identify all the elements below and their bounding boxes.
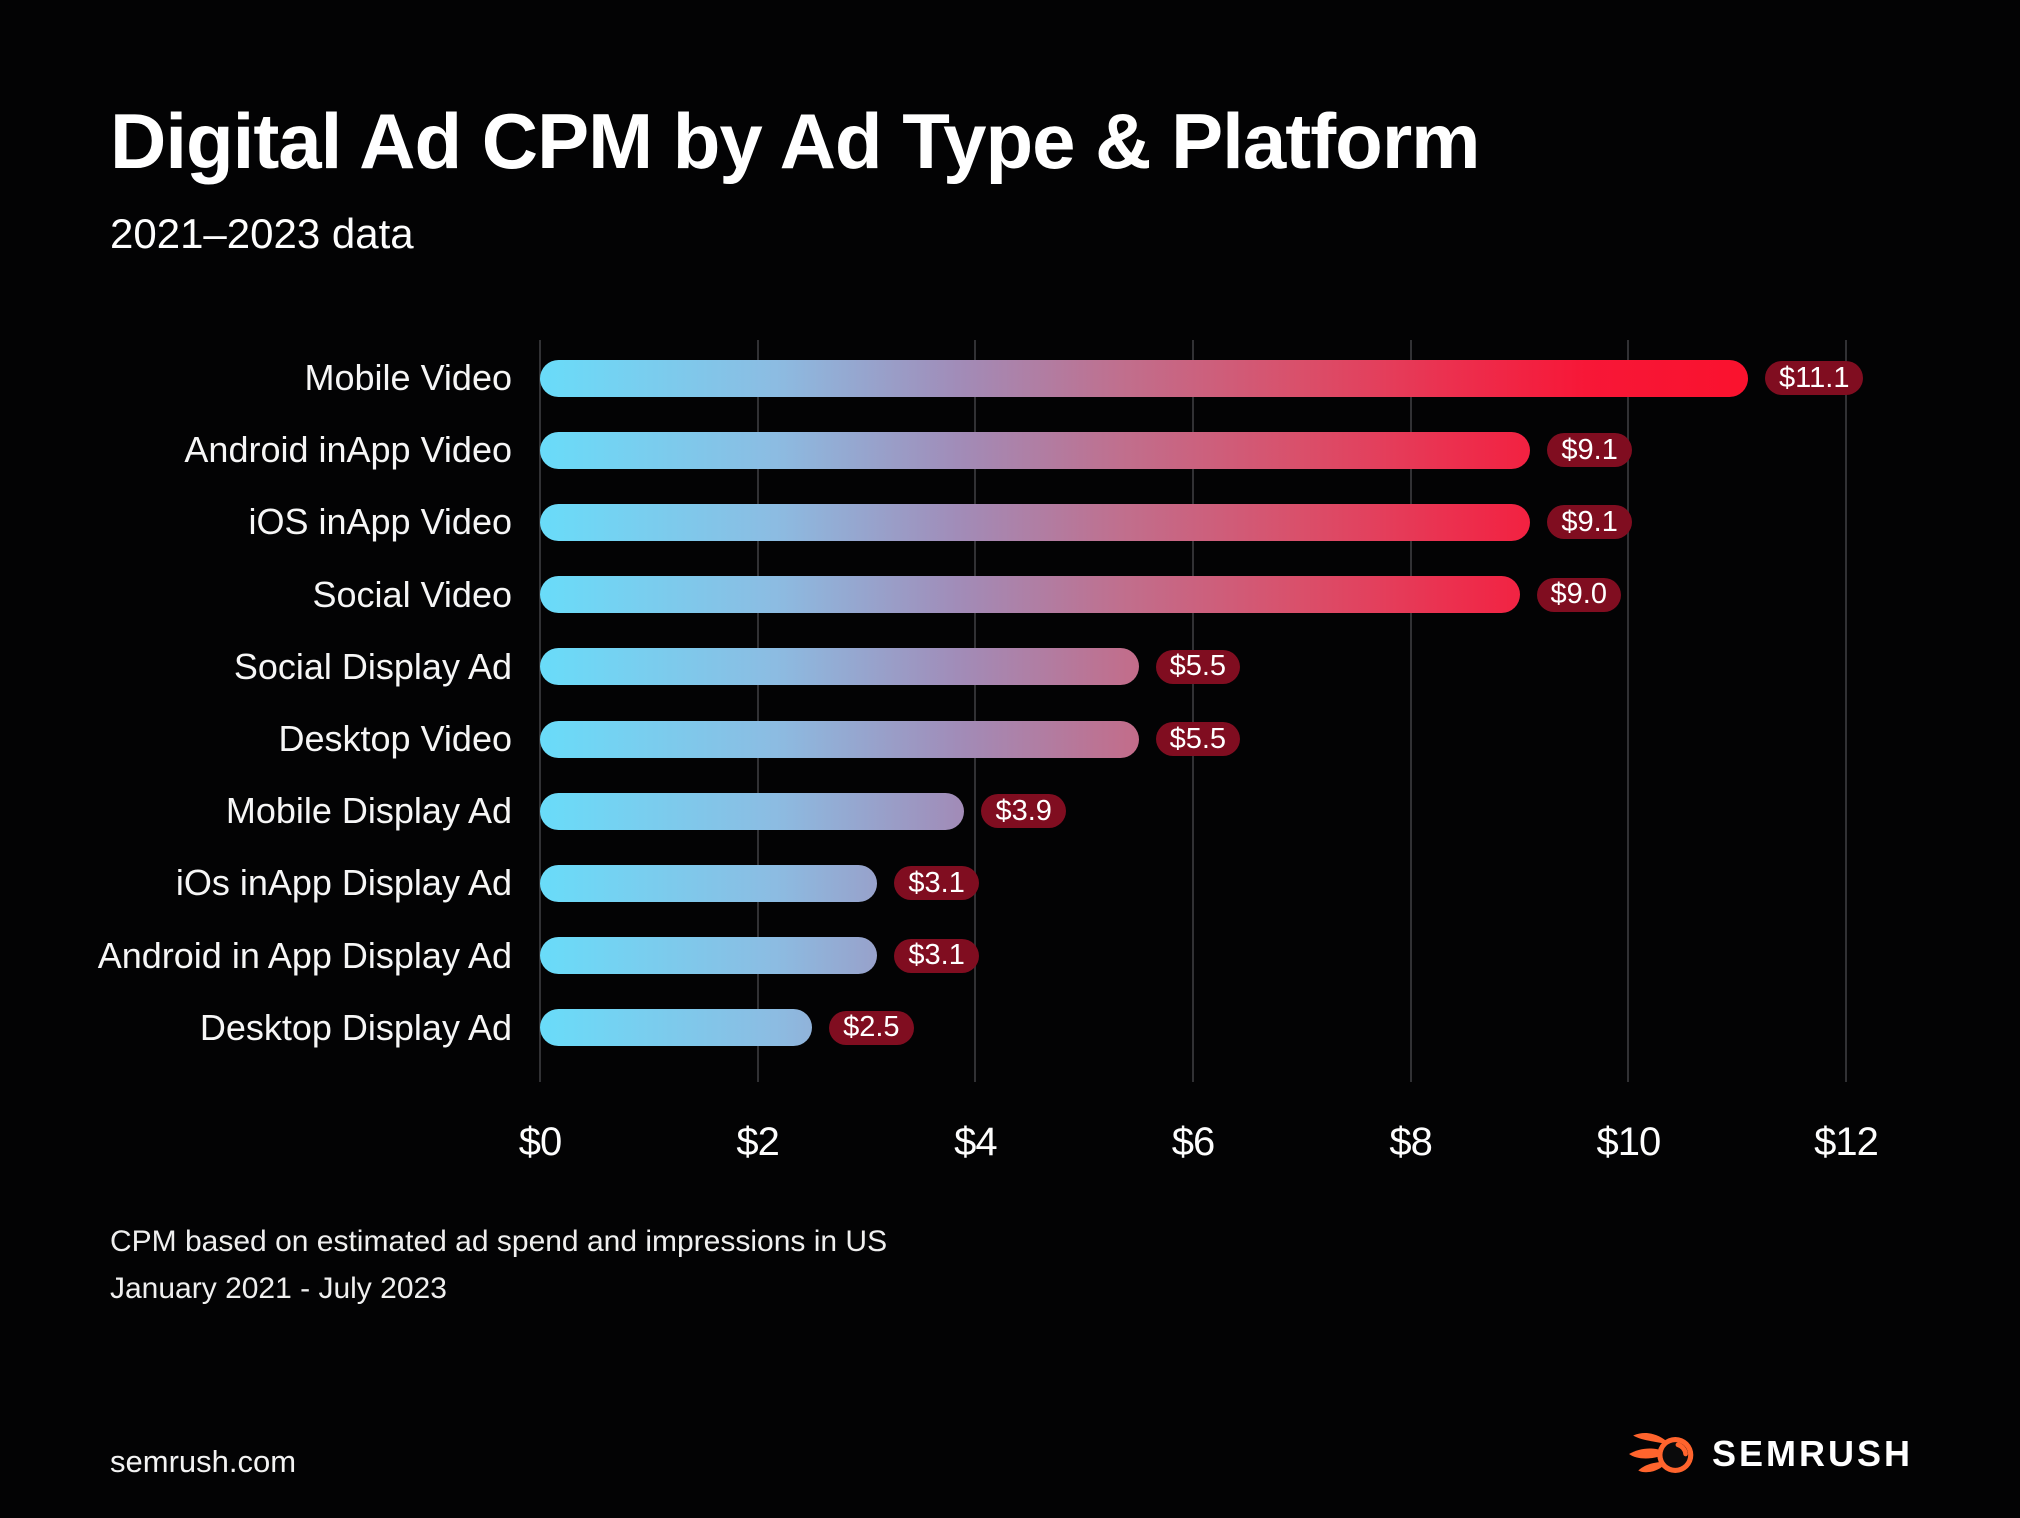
bar-row: $5.5 [540, 648, 1846, 686]
gridline [974, 340, 977, 1082]
footnotes: CPM based on estimated ad spend and impr… [110, 1218, 887, 1312]
bar-row: $9.1 [540, 503, 1846, 541]
bar [540, 720, 1139, 758]
category-label: Android inApp Video [184, 429, 512, 471]
bar-row: $9.1 [540, 431, 1846, 469]
x-axis: $0 $2 $4 $6 $8 $10 $12 [519, 1120, 1879, 1170]
bar-row: $5.5 [540, 720, 1846, 758]
bar [540, 937, 878, 975]
value-badge: $2.5 [829, 1010, 914, 1045]
category-label: Social Video [312, 573, 512, 615]
x-tick-label: $0 [518, 1120, 562, 1164]
brand-wordmark: SEMRUSH [1712, 1433, 1914, 1474]
category-label: Social Display Ad [233, 645, 512, 687]
bar-row: $2.5 [540, 1009, 1846, 1047]
category-label: Desktop Display Ad [199, 1006, 512, 1048]
bar [540, 792, 965, 830]
bar [540, 864, 878, 902]
bar [540, 648, 1139, 686]
page-title: Digital Ad CPM by Ad Type & Platform [110, 97, 1481, 185]
value-badge: $5.5 [1155, 649, 1241, 684]
bar [540, 576, 1520, 614]
value-badge: $9.0 [1536, 577, 1621, 612]
footnote-line-1: CPM based on estimated ad spend and impr… [110, 1225, 888, 1258]
category-label: Mobile Display Ad [225, 790, 512, 832]
gridline [1845, 340, 1847, 1082]
bar-row: $11.1 [540, 359, 1864, 397]
value-badge: $3.1 [894, 866, 979, 901]
gridline [756, 340, 759, 1082]
category-label: Desktop Video [278, 718, 513, 759]
bar-row: $3.9 [540, 792, 1846, 830]
value-badge: $9.1 [1547, 505, 1632, 540]
footnote-line-2: January 2021 - July 2023 [110, 1272, 447, 1305]
x-tick-label: $2 [736, 1120, 779, 1164]
value-badge: $11.1 [1765, 361, 1864, 395]
value-badge: $5.5 [1155, 722, 1241, 756]
value-badge: $3.9 [981, 794, 1066, 829]
category-label: iOs inApp Display Ad [175, 862, 512, 904]
x-tick-label: $12 [1814, 1120, 1879, 1164]
category-label: iOS inApp Video [248, 501, 512, 543]
bar-row: $3.1 [540, 937, 1846, 975]
gridline [539, 340, 541, 1082]
bar [540, 359, 1749, 397]
gridline [1627, 340, 1630, 1082]
semrush-flame-icon [1628, 1428, 1700, 1480]
value-badge: $3.1 [894, 938, 979, 973]
x-tick-label: $8 [1389, 1120, 1432, 1164]
bar [540, 1009, 813, 1047]
bar [540, 431, 1531, 469]
bar-row: $3.1 [540, 864, 1846, 902]
x-tick-label: $10 [1596, 1120, 1661, 1164]
category-label: Android in App Display Ad [97, 934, 512, 976]
bar [540, 503, 1531, 541]
plot-area: $11.1 $9.1 $9.1 $9.0 $5.5 $5.5 $3.9 $3.1 $3.1 $2.… [539, 340, 1864, 1082]
x-tick-label: $6 [1171, 1120, 1215, 1164]
bar-row: $9.0 [540, 576, 1846, 614]
brand-logo: SEMRUSH [1628, 1426, 1913, 1482]
x-tick-label: $4 [954, 1120, 997, 1164]
page-subtitle: 2021–2023 data [110, 210, 414, 257]
gridline [1409, 340, 1412, 1082]
category-labels: Mobile Video Android inApp Video iOS inApp… [0, 340, 512, 1082]
gridline [1192, 340, 1194, 1082]
site-url: semrush.com [110, 1444, 297, 1479]
category-label: Mobile Video [304, 357, 512, 398]
value-badge: $9.1 [1547, 433, 1632, 468]
